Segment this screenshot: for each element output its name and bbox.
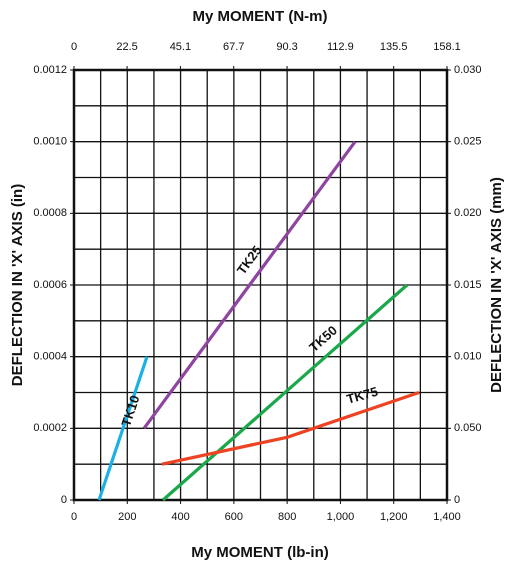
y2-tick-label: 0.050 bbox=[454, 422, 482, 434]
data-line bbox=[97, 356, 149, 501]
data-line bbox=[161, 390, 420, 466]
right-axis-title: DEFLECTION IN 'X' AXIS (mm) bbox=[488, 177, 505, 393]
y-tick-label: 0.0010 bbox=[33, 136, 67, 148]
y-tick-label: 0.0006 bbox=[33, 279, 67, 291]
top-axis-title: My MOMENT (N-m) bbox=[193, 8, 328, 25]
y2-tick-label: 0.015 bbox=[454, 279, 482, 291]
x2-tick-label: 112.9 bbox=[327, 41, 354, 53]
bottom-axis-title: My MOMENT (lb-in) bbox=[191, 544, 328, 561]
y2-tick-label: 0.020 bbox=[454, 207, 482, 219]
x2-tick-label: 90.3 bbox=[276, 41, 297, 53]
x-tick-label: 1,200 bbox=[380, 511, 408, 523]
x2-tick-label: 158.1 bbox=[433, 41, 461, 53]
x-tick-label: 800 bbox=[278, 511, 296, 523]
y-tick-label: 0 bbox=[61, 494, 67, 506]
x-tick-label: 200 bbox=[118, 511, 136, 523]
data-line bbox=[142, 140, 357, 430]
x2-tick-label: 0 bbox=[71, 41, 77, 53]
x2-tick-label: 22.5 bbox=[116, 41, 137, 53]
x-tick-label: 1,000 bbox=[327, 511, 355, 523]
x2-tick-label: 135.5 bbox=[380, 41, 408, 53]
y-tick-label: 0.0004 bbox=[33, 351, 67, 363]
line-label: TK75 bbox=[345, 384, 380, 407]
y2-tick-label: 0 bbox=[454, 494, 460, 506]
x-tick-label: 600 bbox=[225, 511, 243, 523]
x-tick-label: 400 bbox=[171, 511, 189, 523]
y-tick-label: 0.0008 bbox=[33, 207, 67, 219]
y2-tick-label: 0.030 bbox=[454, 64, 482, 76]
x2-tick-label: 67.7 bbox=[223, 41, 244, 53]
y2-tick-label: 0.010 bbox=[454, 351, 482, 363]
data-line bbox=[161, 283, 409, 502]
y2-tick-label: 0.025 bbox=[454, 136, 482, 148]
y-tick-label: 0.0002 bbox=[33, 422, 67, 434]
line-label: TK10 bbox=[118, 393, 142, 428]
x-tick-label: 1,400 bbox=[433, 511, 461, 523]
x2-tick-label: 45.1 bbox=[170, 41, 191, 53]
y-tick-label: 0.0012 bbox=[33, 64, 67, 76]
x-tick-label: 0 bbox=[71, 511, 77, 523]
left-axis-title: DEFLECTION IN 'X' AXIS (in) bbox=[9, 184, 26, 386]
